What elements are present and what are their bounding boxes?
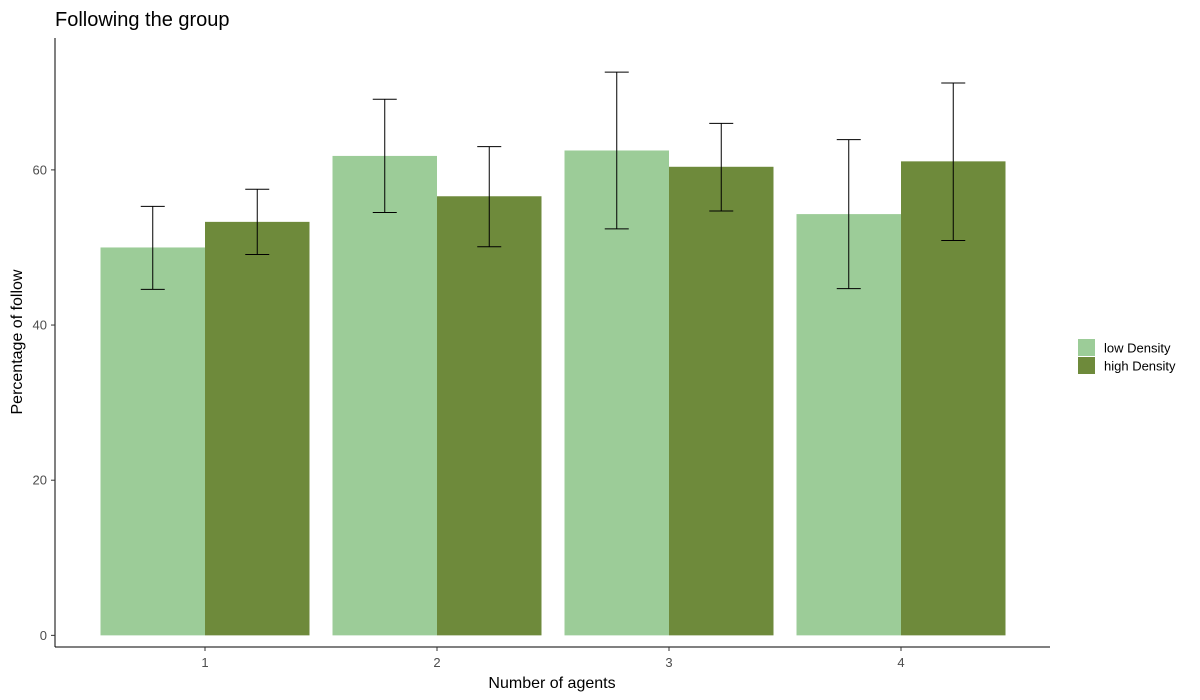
y-tick-label: 20	[33, 473, 47, 488]
chart-title: Following the group	[55, 9, 230, 31]
plot-area	[100, 71, 1006, 636]
error-bar-low-density-4	[836, 139, 861, 290]
error-bar-high-density-4	[941, 82, 966, 241]
error-bar-high-density-1	[245, 188, 270, 255]
bar-high-density-3	[669, 166, 774, 636]
x-tick-label: 4	[897, 655, 904, 670]
error-bar-low-density-3	[604, 71, 629, 230]
x-axis-title: Number of agents	[488, 675, 615, 692]
x-tick-label: 2	[433, 655, 440, 670]
bar-high-density-2	[437, 196, 542, 636]
y-axis-ticks: 0 20 40 60	[33, 162, 55, 643]
error-bar-low-density-1	[140, 205, 165, 290]
legend: low Density high Density	[1078, 339, 1176, 374]
y-tick-label: 0	[40, 628, 47, 643]
error-bar-high-density-3	[709, 122, 734, 212]
bar-low-density-1	[100, 247, 205, 636]
legend-item-low-density: low Density	[1078, 339, 1171, 356]
y-axis-title: Percentage of follow	[9, 269, 26, 414]
error-bar-high-density-2	[477, 146, 502, 248]
legend-item-high-density: high Density	[1078, 357, 1176, 374]
legend-swatch	[1078, 339, 1095, 356]
error-bar-low-density-2	[372, 98, 397, 214]
x-tick-label: 1	[201, 655, 208, 670]
bar-low-density-2	[332, 155, 437, 636]
bar-high-density-1	[205, 221, 310, 636]
y-tick-label: 60	[33, 162, 47, 177]
bar-low-density-3	[564, 150, 669, 636]
legend-swatch	[1078, 357, 1095, 374]
x-tick-label: 3	[665, 655, 672, 670]
legend-label: high Density	[1104, 359, 1176, 374]
x-axis-ticks: 1 2 3 4	[201, 647, 905, 670]
y-tick-label: 40	[33, 318, 47, 333]
legend-label: low Density	[1104, 341, 1171, 356]
